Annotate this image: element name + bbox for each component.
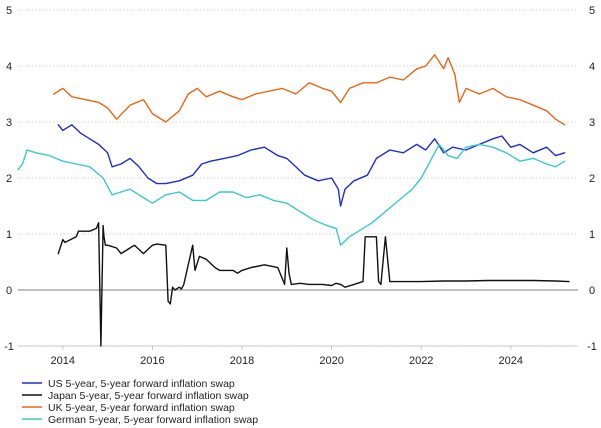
y-tick-label-right: 4 — [589, 61, 595, 73]
axes: -1 -1 0 0 1 1 2 2 3 3 4 4 5 5 2014 2016 2018 2020 2022 2024 — [4, 5, 597, 367]
y-tick-label-right: 3 — [589, 117, 595, 129]
legend-label: US 5-year, 5-year forward inflation swap — [48, 378, 235, 390]
series-line-0 — [57, 124, 566, 207]
series-line-3 — [17, 143, 566, 246]
x-tick-label: 2014 — [51, 355, 75, 367]
series-lines — [17, 54, 570, 347]
x-tick-label: 2022 — [409, 355, 433, 367]
y-tick-label-right: 2 — [589, 173, 595, 185]
y-tick-label-left: 2 — [6, 173, 12, 185]
y-tick-label-left: 4 — [6, 61, 12, 73]
x-tick-label: 2016 — [140, 355, 164, 367]
legend: US 5-year, 5-year forward inflation swap… — [22, 378, 258, 426]
legend-label: UK 5-year, 5-year forward inflation swap — [48, 402, 235, 414]
y-tick-label-left: 1 — [6, 229, 12, 241]
legend-label: Japan 5-year, 5-year forward inflation s… — [48, 390, 249, 402]
y-tick-label-right: 0 — [589, 285, 595, 297]
y-tick-label-right: -1 — [587, 341, 597, 353]
legend-label: German 5-year, 5-year forward inflation … — [48, 414, 258, 426]
y-tick-label-right: 5 — [589, 5, 595, 17]
y-tick-label-left: -1 — [4, 341, 14, 353]
x-tick-label: 2018 — [230, 355, 254, 367]
y-tick-label-left: 5 — [6, 5, 12, 17]
x-tick-label: 2024 — [499, 355, 523, 367]
series-line-2 — [53, 54, 566, 126]
y-tick-label-right: 1 — [589, 229, 595, 241]
y-tick-label-left: 0 — [6, 285, 12, 297]
x-tick-label: 2020 — [319, 355, 343, 367]
y-tick-label-left: 3 — [6, 117, 12, 129]
series-line-1 — [57, 222, 570, 347]
